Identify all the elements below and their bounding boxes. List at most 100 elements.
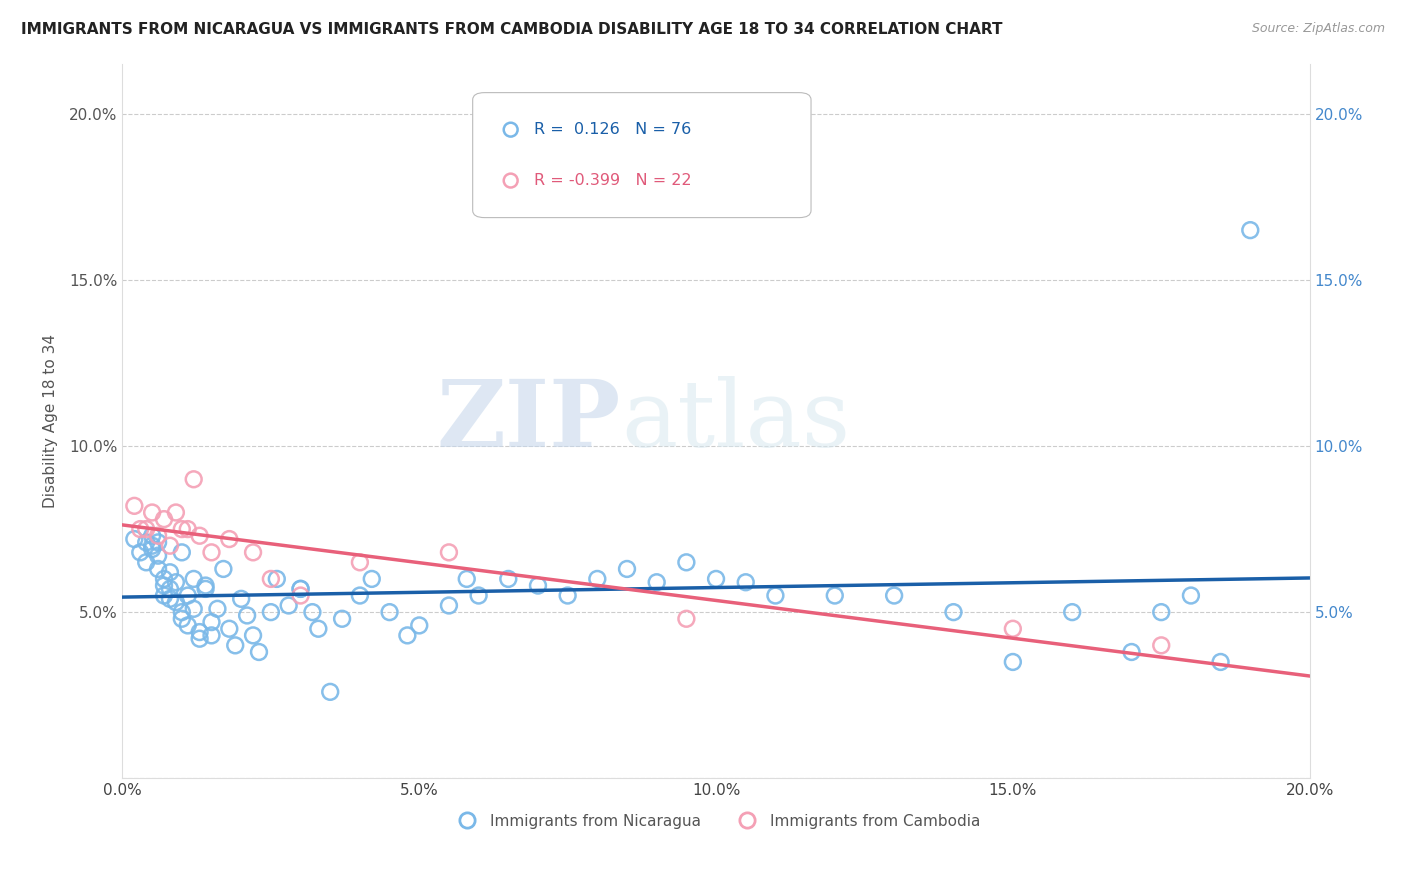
Point: [200, 615, 222, 629]
Point: [207, 602, 229, 616]
Point: [200, 628, 222, 642]
Point: [165, 575, 187, 590]
Point: [437, 545, 460, 559]
Point: [1062, 605, 1084, 619]
Point: [146, 549, 169, 563]
Point: [277, 599, 299, 613]
Point: [141, 539, 163, 553]
Point: [247, 645, 270, 659]
Point: [141, 529, 163, 543]
Point: [645, 575, 668, 590]
Point: [231, 591, 253, 606]
Point: [498, 572, 520, 586]
Text: R = -0.399   N = 22: R = -0.399 N = 22: [534, 173, 692, 188]
Y-axis label: Disability Age 18 to 34: Disability Age 18 to 34: [44, 334, 58, 508]
Point: [183, 602, 205, 616]
Point: [218, 622, 240, 636]
Point: [146, 535, 169, 549]
Point: [135, 522, 157, 536]
Point: [124, 532, 146, 546]
Point: [307, 622, 329, 636]
Point: [266, 572, 288, 586]
Point: [704, 572, 727, 586]
Point: [1001, 655, 1024, 669]
Point: [557, 589, 579, 603]
Point: [1209, 655, 1232, 669]
Point: [146, 529, 169, 543]
Point: [194, 578, 217, 592]
Point: [527, 578, 550, 592]
Point: [153, 512, 176, 526]
Point: [218, 532, 240, 546]
Point: [1001, 622, 1024, 636]
Point: [146, 562, 169, 576]
Point: [260, 605, 283, 619]
Point: [177, 618, 200, 632]
Point: [159, 582, 181, 596]
Point: [129, 522, 152, 536]
Point: [242, 545, 264, 559]
Point: [456, 572, 478, 586]
Point: [141, 506, 163, 520]
Point: [290, 582, 312, 596]
Point: [135, 555, 157, 569]
Point: [159, 591, 181, 606]
Point: [153, 578, 176, 592]
Text: R =  0.126   N = 76: R = 0.126 N = 76: [534, 122, 692, 137]
Point: [129, 545, 152, 559]
Point: [734, 575, 756, 590]
Point: [467, 589, 489, 603]
Point: [170, 522, 193, 536]
Point: [159, 566, 181, 580]
Point: [437, 599, 460, 613]
Point: [153, 572, 176, 586]
Point: [224, 638, 246, 652]
Point: [765, 589, 787, 603]
Point: [236, 608, 259, 623]
Legend: Immigrants from Nicaragua, Immigrants from Cambodia: Immigrants from Nicaragua, Immigrants fr…: [446, 807, 987, 835]
Point: [170, 545, 193, 559]
Text: Source: ZipAtlas.com: Source: ZipAtlas.com: [1251, 22, 1385, 36]
Point: [1239, 223, 1261, 237]
Point: [408, 618, 430, 632]
Point: [349, 555, 371, 569]
Point: [290, 589, 312, 603]
Point: [942, 605, 965, 619]
Point: [183, 472, 205, 486]
Point: [194, 582, 217, 596]
Point: [188, 529, 211, 543]
Point: [188, 625, 211, 640]
Point: [319, 685, 342, 699]
Point: [188, 632, 211, 646]
Point: [170, 605, 193, 619]
Point: [378, 605, 401, 619]
Point: [200, 545, 222, 559]
Point: [159, 539, 181, 553]
Point: [360, 572, 382, 586]
Point: [135, 535, 157, 549]
Point: [153, 589, 176, 603]
Point: [301, 605, 323, 619]
Point: [1150, 638, 1173, 652]
FancyBboxPatch shape: [472, 93, 811, 218]
Point: [242, 628, 264, 642]
Point: [124, 499, 146, 513]
Point: [675, 555, 697, 569]
Point: [349, 589, 371, 603]
Point: [616, 562, 638, 576]
Point: [212, 562, 235, 576]
Text: IMMIGRANTS FROM NICARAGUA VS IMMIGRANTS FROM CAMBODIA DISABILITY AGE 18 TO 34 CO: IMMIGRANTS FROM NICARAGUA VS IMMIGRANTS …: [21, 22, 1002, 37]
Point: [260, 572, 283, 586]
Point: [141, 542, 163, 557]
Point: [1150, 605, 1173, 619]
Point: [1180, 589, 1202, 603]
Point: [165, 595, 187, 609]
Point: [177, 589, 200, 603]
Point: [396, 628, 419, 642]
Point: [824, 589, 846, 603]
Point: [586, 572, 609, 586]
Point: [177, 522, 200, 536]
Point: [290, 582, 312, 596]
Point: [170, 612, 193, 626]
Point: [183, 572, 205, 586]
